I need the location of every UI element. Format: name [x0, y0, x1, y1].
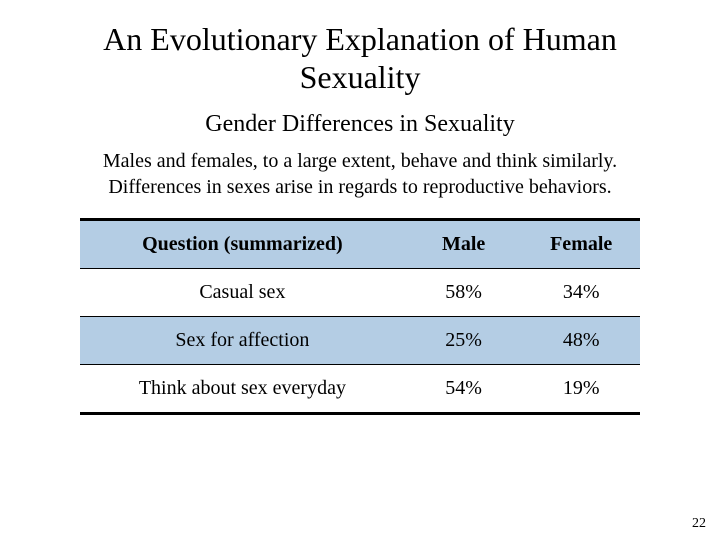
cell-question: Sex for affection [80, 316, 405, 364]
table-row: Casual sex 58% 34% [80, 268, 640, 316]
cell-male: 54% [405, 364, 523, 413]
cell-male: 25% [405, 316, 523, 364]
cell-male: 58% [405, 268, 523, 316]
col-header-female: Female [522, 219, 640, 268]
table-header-row: Question (summarized) Male Female [80, 219, 640, 268]
gender-differences-table: Question (summarized) Male Female Casual… [80, 218, 640, 415]
cell-question: Think about sex everyday [80, 364, 405, 413]
cell-question: Casual sex [80, 268, 405, 316]
page-number: 22 [692, 516, 706, 532]
cell-female: 19% [522, 364, 640, 413]
cell-female: 48% [522, 316, 640, 364]
col-header-male: Male [405, 219, 523, 268]
slide-title: An Evolutionary Explanation of Human Sex… [60, 20, 660, 97]
slide-subtitle: Gender Differences in Sexuality [60, 111, 660, 138]
table-row: Think about sex everyday 54% 19% [80, 364, 640, 413]
col-header-question: Question (summarized) [80, 219, 405, 268]
cell-female: 34% [522, 268, 640, 316]
slide-body-text: Males and females, to a large extent, be… [60, 148, 660, 200]
table-row: Sex for affection 25% 48% [80, 316, 640, 364]
